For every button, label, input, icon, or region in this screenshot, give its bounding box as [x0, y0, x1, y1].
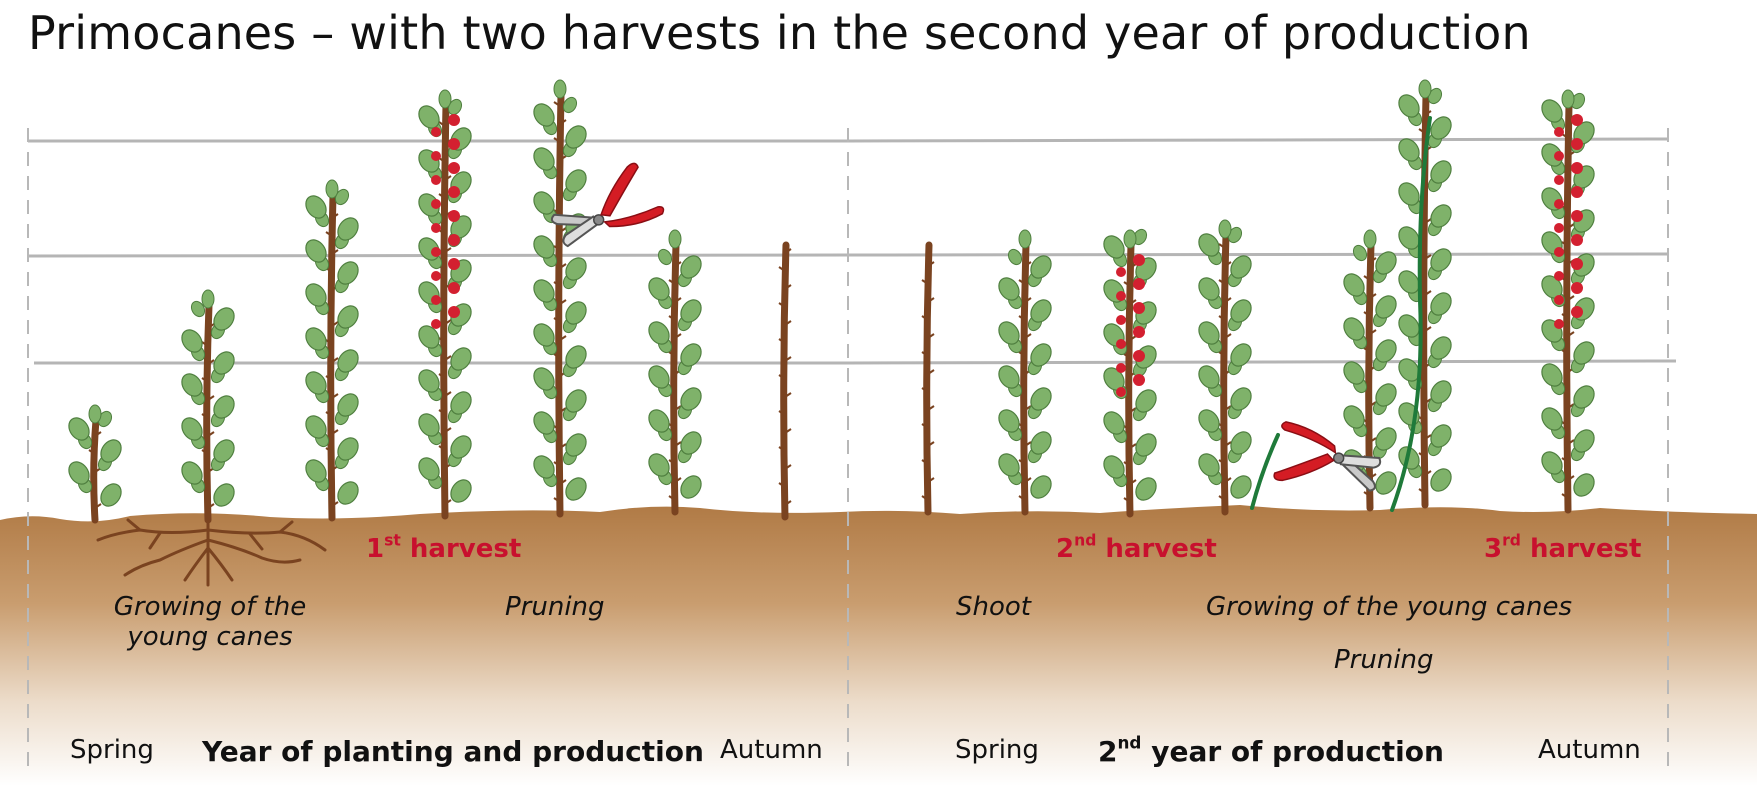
raspberry-cane-icon: [181, 289, 235, 524]
raspberry-canes: [68, 79, 1595, 524]
pruning-label-year2: Pruning: [1334, 645, 1434, 675]
pruning-shears-icon: [550, 162, 665, 248]
green-shoots: [1250, 116, 1432, 512]
roots-icon: [96, 518, 327, 587]
second-harvest-label: 2nd harvest: [1056, 531, 1217, 564]
soil: [0, 505, 1757, 786]
autumn-label-year2: Autumn: [1538, 735, 1641, 765]
raspberry-cane-icon: [68, 404, 122, 524]
diagram-title: Primocanes – with two harvests in the se…: [28, 6, 1531, 60]
raspberry-cane-icon: [305, 179, 359, 522]
third-harvest-label: 3rd harvest: [1484, 531, 1642, 564]
pruning-label-year1: Pruning: [505, 592, 605, 622]
first-harvest-label: 1st harvest: [366, 531, 522, 564]
raspberry-cane-icon: [921, 241, 935, 516]
pruning-shears-icon: [1273, 421, 1382, 492]
growing-young-canes-label-year2: Growing of the young canes: [1206, 592, 1573, 622]
raspberry-cane-icon: [648, 229, 702, 516]
season-dividers: [27, 128, 1669, 770]
raspberry-cane-icon: [998, 229, 1052, 516]
growing-young-canes-label: Growing of the young canes: [113, 592, 307, 652]
raspberry-cane-icon: [1198, 219, 1252, 516]
raspberry-cane-icon: [418, 89, 472, 520]
spring-label-year1: Spring: [70, 735, 154, 765]
raspberry-cane-icon: [1103, 228, 1157, 518]
year1-title: Year of planting and production: [202, 735, 704, 768]
shoot-label: Shoot: [956, 592, 1031, 622]
spring-label-year2: Spring: [955, 735, 1039, 765]
raspberry-cane-icon: [778, 241, 792, 521]
raspberry-cane-icon: [533, 79, 587, 518]
year2-title: 2nd year of production: [1098, 732, 1444, 768]
autumn-label-year1: Autumn: [720, 735, 823, 765]
raspberry-cane-icon: [1398, 79, 1452, 509]
raspberry-cane-icon: [1541, 89, 1595, 514]
